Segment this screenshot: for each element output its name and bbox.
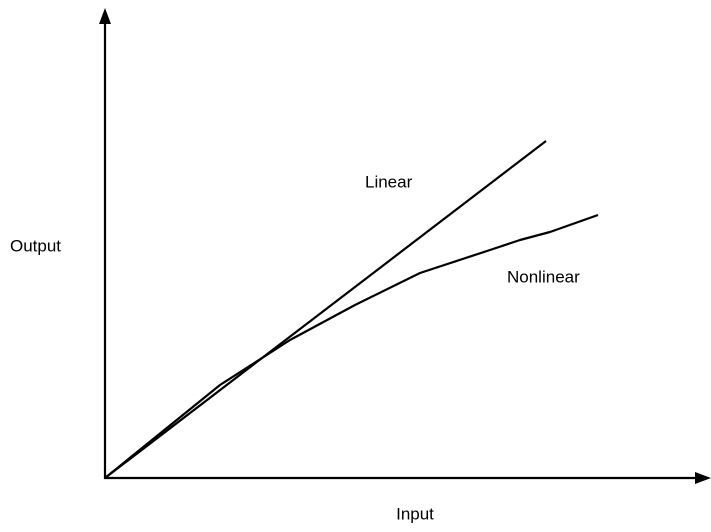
y-axis-arrow bbox=[99, 8, 111, 24]
linear-line bbox=[104, 140, 547, 479]
curve-label: Nonlinear bbox=[507, 267, 580, 286]
x-axis-label: Input bbox=[396, 504, 434, 523]
y-axis-label: Output bbox=[10, 236, 61, 255]
x-axis-arrow bbox=[695, 472, 711, 484]
curve-label: Linear bbox=[365, 172, 413, 191]
nonlinear-curve bbox=[104, 213, 599, 479]
